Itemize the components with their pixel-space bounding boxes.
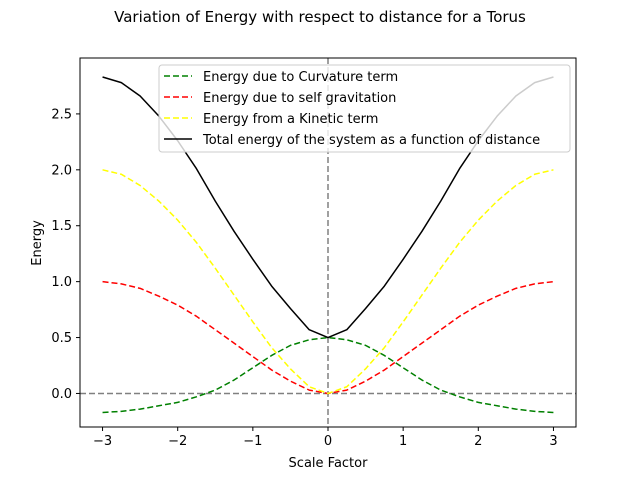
x-tick-label: −2 (168, 434, 187, 449)
chart-title: Variation of Energy with respect to dist… (114, 8, 526, 26)
x-tick-label: −3 (93, 434, 112, 449)
y-axis-ticks: 0.0 0.5 1.0 1.5 2.0 2.5 (51, 107, 80, 402)
x-tick-label: 2 (474, 434, 482, 449)
legend-label-2: Energy due to self gravitation (203, 91, 396, 106)
series-line-1 (102, 336, 554, 414)
x-tick-label: 3 (549, 434, 557, 449)
y-tick-label: 0.0 (51, 387, 72, 402)
y-axis-label: Energy (30, 220, 45, 266)
legend-label-4: Total energy of the system as a function… (202, 133, 540, 148)
x-axis-ticks: −3 −2 −1 0 1 2 3 (93, 427, 558, 449)
x-axis-label: Scale Factor (289, 456, 369, 471)
legend: Energy due to Curvature term Energy due t… (158, 64, 571, 153)
series-line-3 (102, 169, 554, 395)
legend-box (158, 64, 571, 153)
y-tick-label: 2.0 (51, 163, 72, 178)
y-tick-label: 2.5 (51, 107, 72, 122)
x-tick-label: −1 (243, 434, 262, 449)
legend-label-3: Energy from a Kinetic term (203, 112, 378, 127)
x-tick-label: 1 (399, 434, 407, 449)
y-tick-label: 1.5 (51, 219, 72, 234)
x-tick-label: 0 (324, 434, 332, 449)
y-tick-label: 0.5 (51, 331, 72, 346)
y-tick-label: 1.0 (51, 275, 72, 290)
legend-label-1: Energy due to Curvature term (203, 70, 398, 85)
